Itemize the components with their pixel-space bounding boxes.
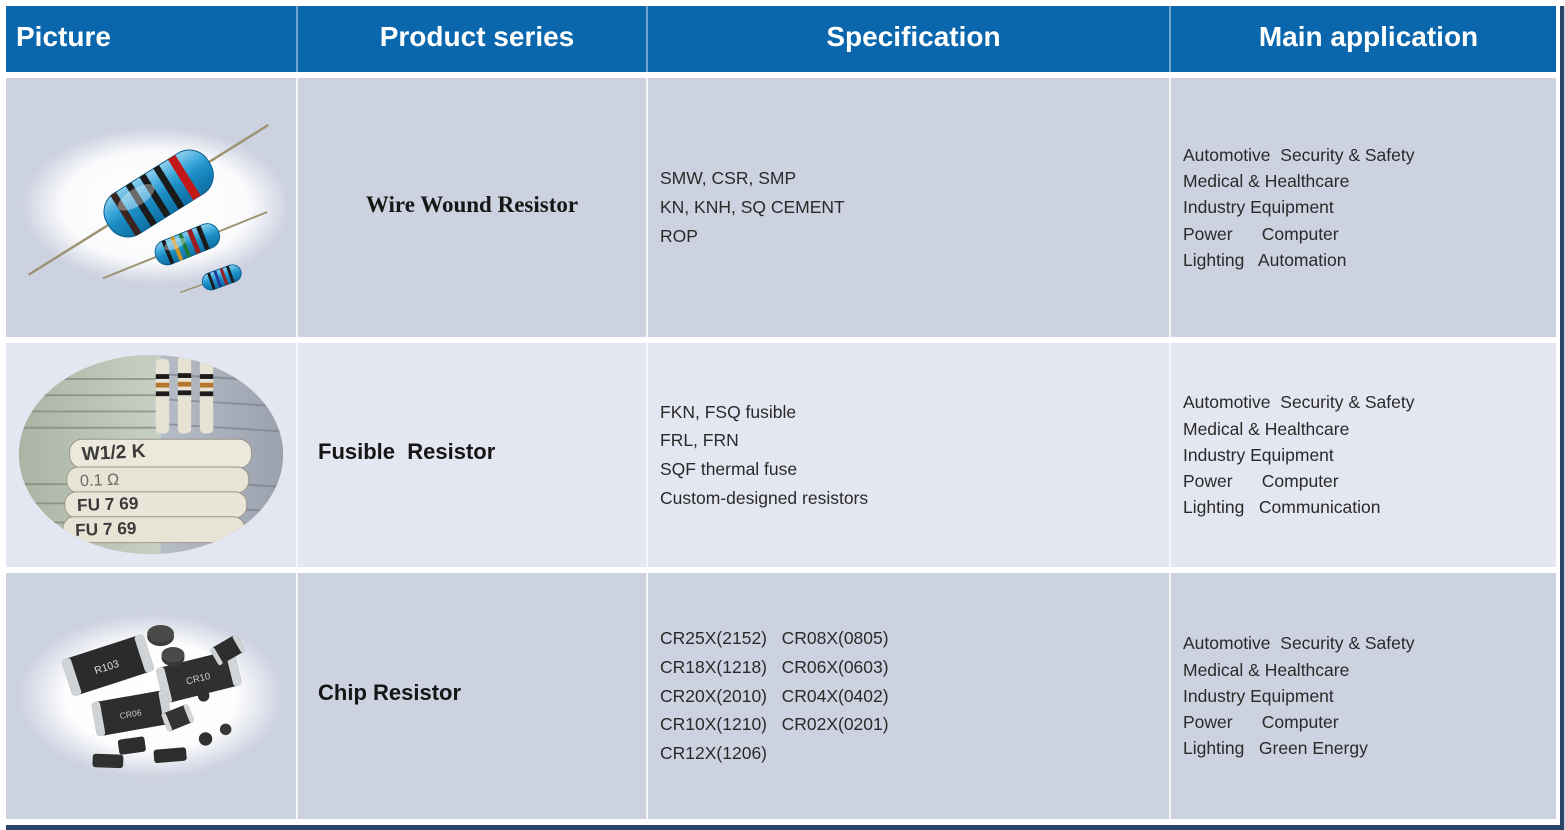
svg-text:FU 7 69: FU 7 69	[75, 518, 137, 540]
svg-text:FU 7 69: FU 7 69	[77, 493, 139, 515]
svg-text:0.1 Ω: 0.1 Ω	[80, 471, 120, 490]
svg-text:W1/2 K: W1/2 K	[81, 441, 146, 465]
